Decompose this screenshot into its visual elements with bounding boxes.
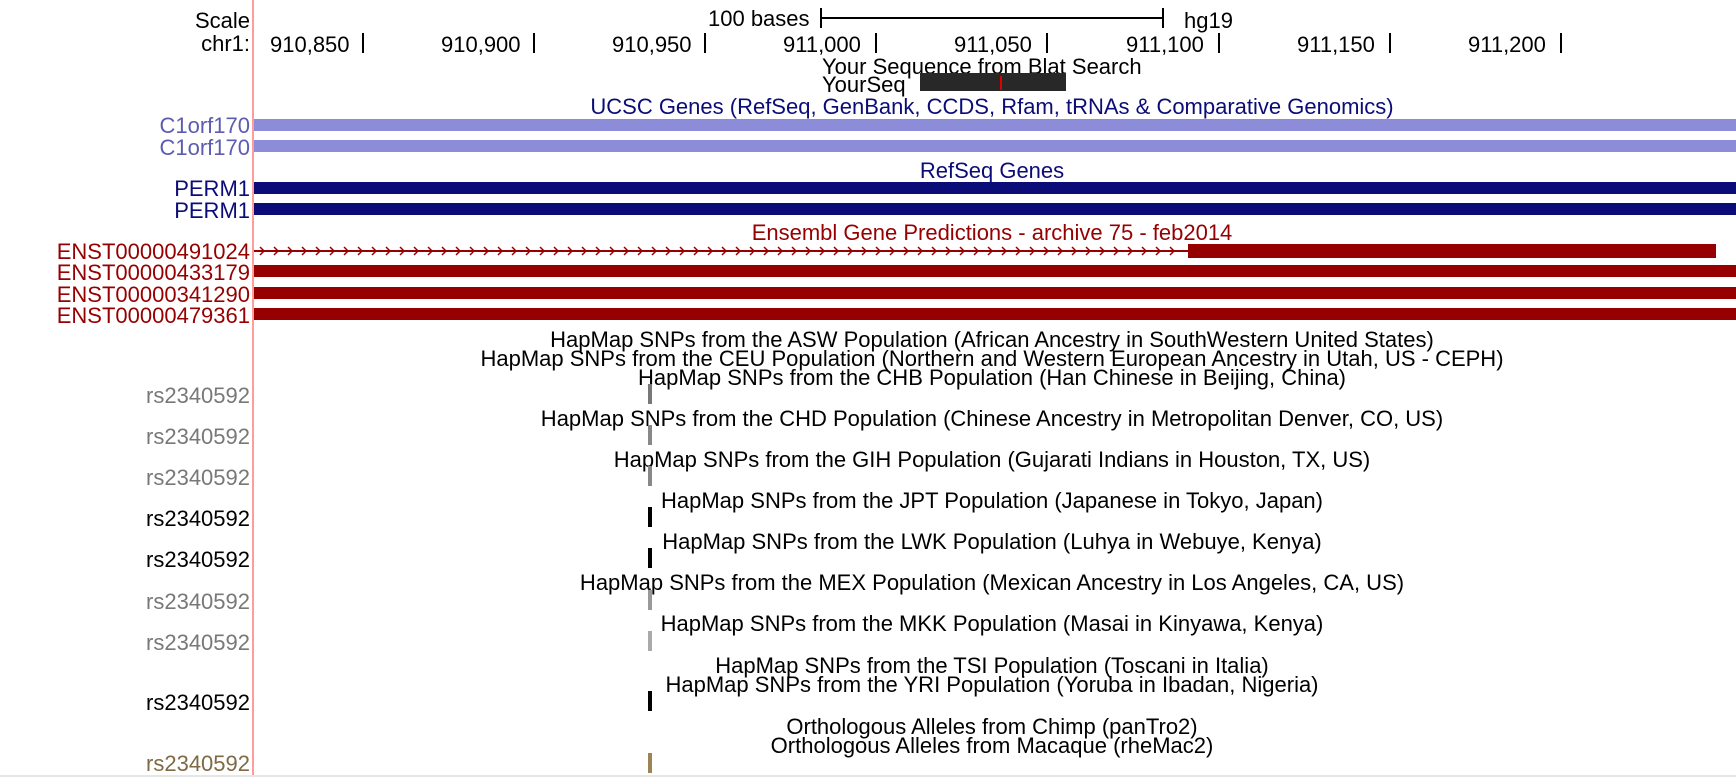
ruler-tick-2 (533, 33, 535, 53)
hapmap-tsi-title: HapMap SNPs from the TSI Population (Tos… (715, 653, 1269, 678)
hapmap-yri-title: HapMap SNPs from the YRI Population (Yor… (665, 672, 1319, 697)
blat-item-label[interactable]: YourSeq (822, 72, 906, 97)
snp-marker-lwk[interactable] (648, 548, 652, 568)
assembly-label: hg19 (1184, 8, 1233, 33)
label-panel-separator (252, 0, 254, 777)
snp-marker-gih[interactable] (648, 466, 652, 486)
ensembl-exon-block[interactable] (1188, 244, 1716, 258)
blat-alignment-block[interactable] (920, 73, 1066, 91)
hapmap-mkk-title: HapMap SNPs from the MKK Population (Mas… (660, 611, 1324, 636)
snp-marker-yri[interactable] (648, 691, 652, 711)
snp-label-chd[interactable]: rs2340592 (146, 424, 250, 449)
snp-marker-macaque[interactable] (648, 753, 652, 773)
snp-marker-mex[interactable] (648, 590, 652, 610)
ucsc-gene-bar-2[interactable] (254, 140, 1736, 152)
hapmap-chb-title: HapMap SNPs from the CHB Population (Han… (637, 365, 1347, 390)
snp-label-chb[interactable]: rs2340592 (146, 383, 250, 408)
hapmap-lwk-title: HapMap SNPs from the LWK Population (Luh… (662, 529, 1322, 554)
ensembl-transcript-bar-2[interactable] (254, 265, 1736, 277)
hapmap-asw-title: HapMap SNPs from the ASW Population (Afr… (550, 327, 1434, 352)
ucsc-gene-label-1[interactable]: C1orf170 (159, 113, 250, 138)
chimp-alleles-title: Orthologous Alleles from Chimp (panTro2) (786, 714, 1198, 739)
hapmap-jpt-title: HapMap SNPs from the JPT Population (Jap… (661, 488, 1323, 513)
ensembl-transcript-label-4[interactable]: ENST00000479361 (56, 303, 250, 328)
refseq-gene-bar-1[interactable] (254, 182, 1736, 194)
ruler-tick-3 (704, 33, 706, 53)
snp-label-jpt[interactable]: rs2340592 (146, 506, 250, 531)
snp-marker-chb[interactable] (648, 384, 652, 404)
ruler-tick-7 (1389, 33, 1391, 53)
ruler-tick-4 (875, 33, 877, 53)
blat-track-title: Your Sequence from Blat Search (822, 54, 1142, 79)
ruler-position-6: 911,100 (1126, 32, 1204, 57)
snp-label-macaque[interactable]: rs2340592 (146, 751, 250, 776)
macaque-alleles-title: Orthologous Alleles from Macaque (rheMac… (770, 733, 1214, 758)
ruler-tick-8 (1560, 33, 1562, 53)
refseq-track-title: RefSeq Genes (919, 158, 1065, 183)
ruler-position-3: 910,950 (612, 32, 692, 57)
hapmap-chd-title: HapMap SNPs from the CHD Population (Chi… (540, 406, 1444, 431)
ruler-tick-5 (1046, 33, 1048, 53)
snp-marker-mkk[interactable] (648, 631, 652, 651)
hapmap-ceu-title: HapMap SNPs from the CEU Population (Nor… (480, 346, 1504, 371)
ruler-position-1: 910,850 (270, 32, 350, 57)
ruler-position-7: 911,150 (1297, 32, 1375, 57)
snp-marker-chd[interactable] (648, 425, 652, 445)
refseq-gene-bar-2[interactable] (254, 203, 1736, 215)
snp-label-gih[interactable]: rs2340592 (146, 465, 250, 490)
ucsc-genes-track-title: UCSC Genes (RefSeq, GenBank, CCDS, Rfam,… (590, 94, 1394, 119)
snp-marker-jpt[interactable] (648, 507, 652, 527)
ruler-position-4: 911,000 (783, 32, 861, 57)
snp-label-yri[interactable]: rs2340592 (146, 690, 250, 715)
chrom-label: chr1: (201, 31, 250, 56)
ucsc-gene-label-2[interactable]: C1orf170 (159, 135, 250, 160)
refseq-gene-label-2[interactable]: PERM1 (174, 198, 250, 223)
refseq-gene-label-1[interactable]: PERM1 (174, 176, 250, 201)
ensembl-track-title: Ensembl Gene Predictions - archive 75 - … (751, 220, 1233, 245)
image-bottom-border (0, 775, 1736, 777)
ensembl-intron-line[interactable] (254, 244, 1190, 258)
ruler-tick-1 (362, 33, 364, 53)
ucsc-gene-bar-1[interactable] (254, 119, 1736, 131)
ruler-position-2: 910,900 (441, 32, 521, 57)
snp-label-mkk[interactable]: rs2340592 (146, 630, 250, 655)
snp-label-lwk[interactable]: rs2340592 (146, 547, 250, 572)
ensembl-transcript-bar-4[interactable] (254, 308, 1736, 320)
blat-mismatch-mark (1000, 76, 1002, 90)
ensembl-transcript-label-1[interactable]: ENST00000491024 (56, 239, 250, 264)
snp-label-mex[interactable]: rs2340592 (146, 589, 250, 614)
hapmap-gih-title: HapMap SNPs from the GIH Population (Guj… (613, 447, 1371, 472)
ruler-position-8: 911,200 (1468, 32, 1546, 57)
scale-label: Scale (194, 8, 250, 33)
ruler-position-5: 911,050 (954, 32, 1032, 57)
ensembl-transcript-bar-3[interactable] (254, 287, 1736, 299)
ruler-tick-6 (1218, 33, 1220, 53)
scale-bar-label: 100 bases (708, 6, 810, 31)
ensembl-transcript-label-3[interactable]: ENST00000341290 (56, 282, 250, 307)
ensembl-transcript-label-2[interactable]: ENST00000433179 (56, 260, 250, 285)
hapmap-mex-title: HapMap SNPs from the MEX Population (Mex… (579, 570, 1405, 595)
